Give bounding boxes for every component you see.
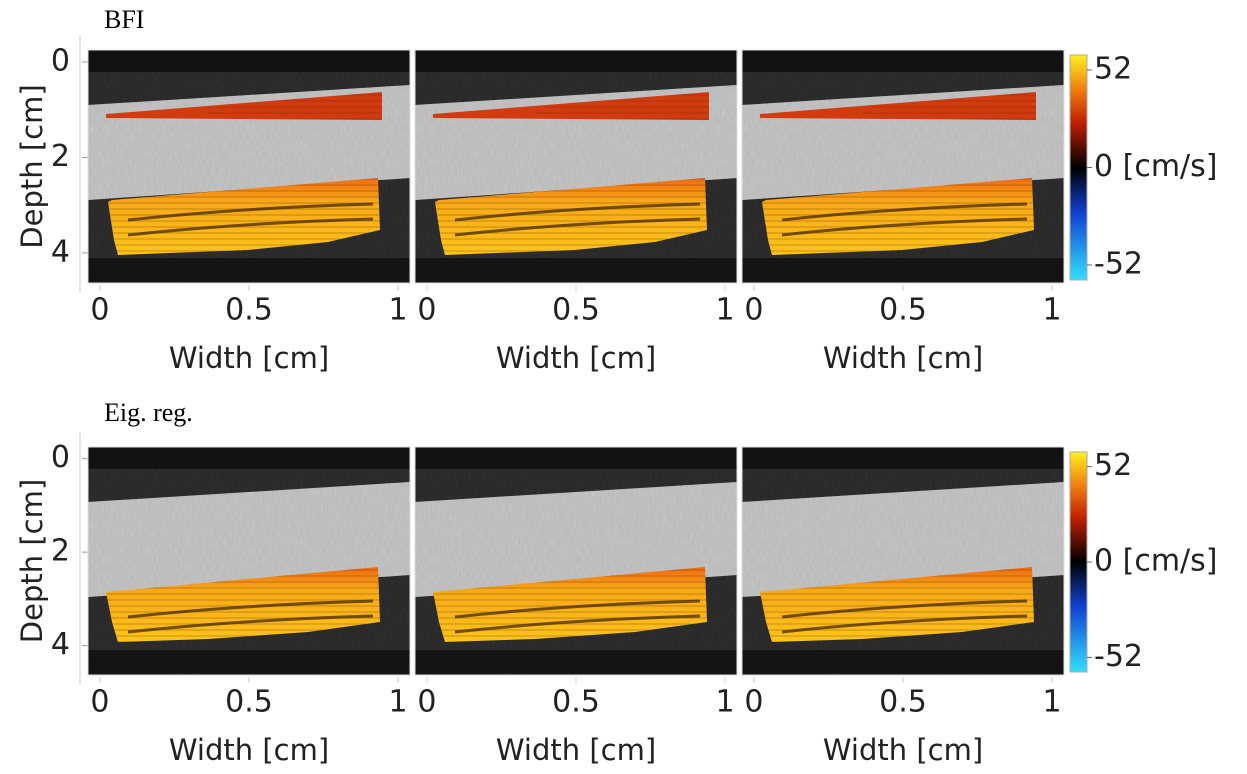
colorbar bbox=[1070, 452, 1087, 672]
x-tick-label: 0.5 bbox=[225, 685, 273, 720]
top-dark bbox=[742, 447, 1064, 469]
x-tick-label: 0 bbox=[90, 685, 109, 720]
top-dark bbox=[415, 447, 737, 469]
bottom-dark bbox=[415, 650, 737, 675]
x-axis-label: Width [cm] bbox=[823, 733, 983, 767]
colorbar-label: -52 bbox=[1094, 639, 1143, 674]
bottom-dark bbox=[88, 258, 410, 283]
x-tick-label: 1 bbox=[716, 685, 735, 720]
bottom-dark bbox=[742, 650, 1064, 675]
y-tick-label: 4 bbox=[51, 234, 70, 269]
colorbar-label: -52 bbox=[1094, 247, 1143, 282]
image bbox=[742, 50, 1064, 283]
x-tick-label: 1 bbox=[389, 685, 408, 720]
image-panel bbox=[742, 50, 1064, 283]
x-axis-label: Width [cm] bbox=[496, 733, 656, 767]
image bbox=[88, 50, 410, 283]
x-tick-label: 0.5 bbox=[879, 293, 927, 328]
x-tick-label: 0.5 bbox=[225, 293, 273, 328]
bottom-dark bbox=[88, 650, 410, 675]
x-tick-label: 0 bbox=[744, 685, 763, 720]
top-dark bbox=[88, 50, 410, 72]
image bbox=[742, 447, 1064, 675]
x-tick-label: 1 bbox=[1043, 685, 1062, 720]
image bbox=[415, 50, 737, 283]
colorbar-label: 0 [cm/s] bbox=[1094, 149, 1218, 184]
y-axis-label: Depth [cm] bbox=[15, 479, 49, 643]
x-tick-label: 1 bbox=[716, 293, 735, 328]
x-axis-label: Width [cm] bbox=[496, 341, 656, 375]
colorbar-label: 52 bbox=[1094, 448, 1132, 483]
x-tick-label: 0 bbox=[90, 293, 109, 328]
top-dark bbox=[742, 50, 1064, 72]
x-axis-label: Width [cm] bbox=[169, 733, 329, 767]
top-dark bbox=[88, 447, 410, 469]
row-title: Eig. reg. bbox=[104, 398, 193, 427]
image-panel bbox=[742, 447, 1064, 675]
y-axis-label: Depth [cm] bbox=[15, 84, 49, 248]
image-panel bbox=[88, 50, 410, 283]
x-tick-label: 0.5 bbox=[552, 685, 600, 720]
x-tick-label: 0 bbox=[417, 293, 436, 328]
x-tick-label: 1 bbox=[1043, 293, 1062, 328]
y-tick-label: 4 bbox=[51, 627, 70, 662]
colorbar bbox=[1070, 55, 1087, 280]
y-tick-label: 2 bbox=[51, 139, 70, 174]
row-title: BFI bbox=[104, 5, 144, 34]
x-axis-label: Width [cm] bbox=[169, 341, 329, 375]
image-panel bbox=[88, 447, 410, 675]
x-tick-label: 1 bbox=[389, 293, 408, 328]
image bbox=[415, 447, 737, 675]
x-axis-label: Width [cm] bbox=[823, 341, 983, 375]
image-panel bbox=[415, 447, 737, 675]
y-tick-label: 2 bbox=[51, 534, 70, 569]
bottom-dark bbox=[742, 258, 1064, 283]
figure: BFI024Depth [cm]00.51Width [cm]00.51Widt… bbox=[0, 0, 1247, 774]
x-tick-label: 0.5 bbox=[879, 685, 927, 720]
y-tick-label: 0 bbox=[51, 440, 70, 475]
colorbar-label: 52 bbox=[1094, 52, 1132, 87]
x-tick-label: 0 bbox=[417, 685, 436, 720]
y-tick-label: 0 bbox=[51, 43, 70, 78]
bottom-dark bbox=[415, 258, 737, 283]
image-panel bbox=[415, 50, 737, 283]
x-tick-label: 0.5 bbox=[552, 293, 600, 328]
image bbox=[88, 447, 410, 675]
colorbar-label: 0 [cm/s] bbox=[1094, 544, 1218, 579]
top-dark bbox=[415, 50, 737, 72]
x-tick-label: 0 bbox=[744, 293, 763, 328]
